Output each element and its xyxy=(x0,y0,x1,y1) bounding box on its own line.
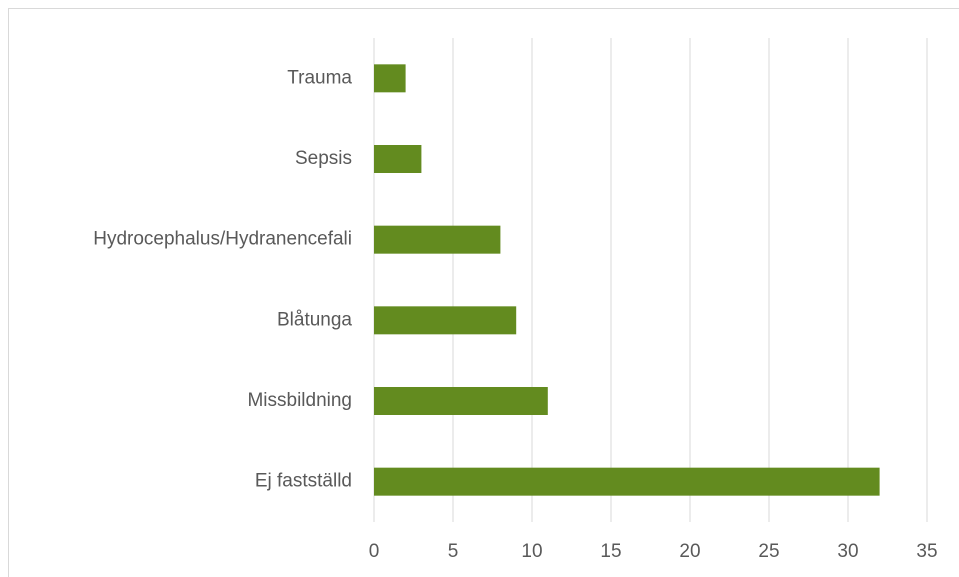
x-tick-label: 5 xyxy=(448,541,459,562)
x-tick-label: 25 xyxy=(758,541,779,562)
x-tick-label: 15 xyxy=(600,541,621,562)
y-tick-label: Trauma xyxy=(287,67,352,88)
y-tick-label: Blåtunga xyxy=(277,309,352,330)
bar xyxy=(374,145,422,173)
y-tick-label: Hydrocephalus/Hydranencefali xyxy=(93,229,352,250)
y-tick-label: Missbildning xyxy=(247,390,352,411)
bar xyxy=(374,64,406,93)
y-tick-label: Ej fastställd xyxy=(255,471,352,492)
bar xyxy=(374,225,501,254)
x-tick-label: 10 xyxy=(521,541,542,562)
bar xyxy=(374,387,548,415)
bar xyxy=(374,306,517,335)
x-tick-label: 0 xyxy=(369,541,380,562)
x-tick-label: 35 xyxy=(916,541,937,562)
bar xyxy=(374,467,880,496)
x-tick-label: 20 xyxy=(679,541,700,562)
x-tick-label: 30 xyxy=(837,541,858,562)
y-tick-label: Sepsis xyxy=(295,148,352,169)
